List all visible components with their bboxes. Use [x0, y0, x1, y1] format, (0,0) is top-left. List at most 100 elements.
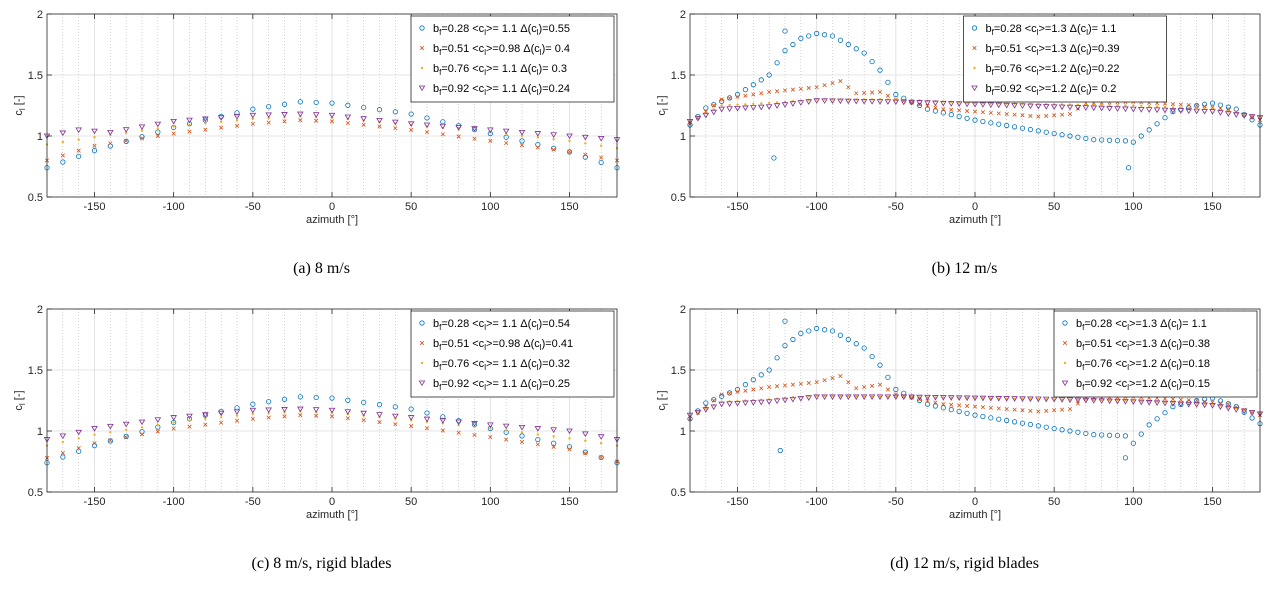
data-point: [949, 107, 954, 112]
data-point: [916, 394, 923, 401]
x-tick-label: 0: [329, 201, 335, 213]
y-axis-label: cl [-]: [656, 95, 670, 115]
data-point: [757, 104, 765, 111]
data-point: [471, 421, 478, 427]
data-point: [924, 106, 931, 112]
data-point: [703, 105, 709, 111]
data-point: [893, 392, 898, 397]
data-point: [409, 424, 414, 429]
legend-entry: bf=0.92 <cl>=1.2 Δ(cl)=0.15: [1076, 378, 1210, 392]
data-point: [567, 149, 572, 154]
data-point: [995, 102, 1003, 109]
data-point: [345, 102, 351, 108]
data-point: [694, 115, 702, 122]
data-point: [234, 418, 240, 423]
data-point: [1075, 134, 1081, 140]
data-point: [392, 119, 399, 126]
data-point: [439, 123, 447, 130]
data-point: [704, 407, 708, 411]
legend: bf=0.28 <cl>=1.3 Δ(cl)= 1.1 bf=0.51 <cl>=…: [1053, 310, 1258, 398]
data-point: [814, 85, 819, 90]
data-point: [1217, 110, 1224, 116]
data-point: [534, 426, 542, 432]
data-point: [583, 152, 588, 157]
data-point: [251, 412, 255, 416]
data-point: [518, 129, 526, 136]
data-point: [1074, 397, 1082, 404]
data-point: [972, 117, 978, 123]
data-point: [393, 422, 398, 427]
data-point: [219, 125, 224, 130]
caption-d: (d) 12 m/s, rigid blades: [890, 555, 1039, 572]
data-point: [551, 145, 557, 151]
legend-entry: bf=0.92 <cl>=1.2 Δ(cl)= 0.2: [986, 83, 1117, 97]
data-point: [1162, 101, 1168, 106]
data-point: [726, 95, 733, 101]
data-point: [798, 86, 803, 91]
data-point: [92, 441, 97, 446]
legend-marker: [1063, 361, 1067, 365]
data-point: [1044, 113, 1049, 118]
data-point: [77, 437, 80, 440]
data-point: [424, 115, 430, 121]
data-point: [972, 109, 978, 114]
data-point: [876, 99, 884, 105]
data-point: [123, 138, 129, 144]
data-point: [329, 100, 335, 106]
data-point: [790, 41, 796, 48]
data-point: [1162, 115, 1168, 121]
legend-entry: bf=0.51 <cl>=1.3 Δ(cl)=0.39: [986, 43, 1120, 57]
data-point: [736, 399, 739, 403]
data-point: [424, 426, 430, 431]
data-point: [1004, 111, 1009, 117]
data-point: [1210, 105, 1215, 110]
data-point: [1027, 103, 1034, 110]
data-point: [940, 395, 947, 401]
data-point: [988, 110, 993, 115]
data-point: [964, 410, 970, 416]
data-point: [862, 90, 867, 95]
data-point: [328, 112, 336, 119]
data-point: [1035, 128, 1041, 134]
data-point: [518, 424, 526, 431]
legend-marker: [1062, 320, 1068, 326]
data-point: [329, 119, 335, 124]
data-point: [892, 394, 900, 401]
data-point: [188, 123, 191, 126]
data-point: [892, 99, 900, 106]
data-point: [250, 416, 255, 421]
data-point: [155, 429, 160, 434]
data-point: [1185, 401, 1193, 408]
data-point: [1234, 404, 1239, 409]
data-point: [980, 413, 986, 420]
data-point: [956, 408, 962, 415]
data-point: [472, 432, 477, 437]
legend-marker: [419, 340, 425, 346]
data-point: [376, 402, 383, 408]
data-point: [854, 91, 859, 96]
data-point: [847, 394, 850, 398]
data-point: [1098, 398, 1105, 404]
data-point: [822, 83, 827, 88]
data-point: [813, 98, 820, 104]
y-tick-label: 0.5: [28, 192, 43, 204]
data-point: [172, 125, 175, 128]
legend-entry: bf=0.76 <cl>= 1.1 Δ(cl)=0.32: [433, 358, 570, 372]
data-point: [718, 106, 725, 113]
data-point: [862, 384, 867, 390]
chart-a: -150 -100 -50 0 50 100 150 0.5 1 1.5 2 azimuth [°] c…: [13, 9, 621, 226]
data-point: [750, 82, 756, 88]
data-point: [1114, 432, 1121, 439]
data-point: [1240, 408, 1248, 415]
legend-marker: [418, 85, 426, 92]
data-point: [124, 435, 129, 440]
data-point: [1250, 115, 1255, 120]
data-point: [797, 396, 805, 402]
data-point: [933, 400, 938, 405]
data-point: [520, 431, 524, 434]
series-4: [686, 394, 1264, 419]
legend: bf=0.28 <cl>= 1.1 Δ(cl)=0.54 bf=0.51 <cl>…: [410, 310, 615, 398]
data-point: [1186, 102, 1191, 108]
legend-entry: bf=0.51 <cl>=1.3 Δ(cl)=0.38: [1076, 338, 1210, 352]
data-point: [988, 405, 993, 410]
